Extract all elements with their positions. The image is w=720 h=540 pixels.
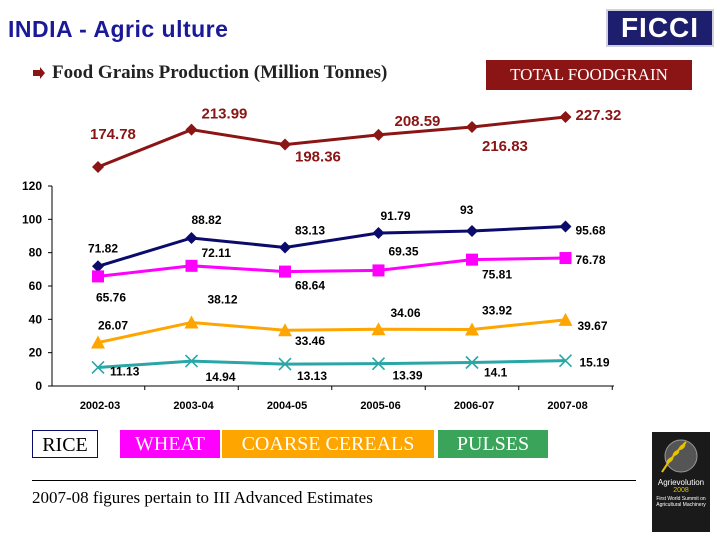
y-tick-label: 40 [29,312,43,326]
rice-data-label: 83.13 [295,223,325,237]
total-foodgrain-data-label: 227.32 [576,107,622,124]
coarse-cereals-point [278,323,292,337]
rice-data-label: 88.82 [192,213,222,227]
total-foodgrain-data-label: 174.78 [90,126,136,143]
wheat-line [97,256,566,278]
coarse-cereals-data-label: 33.46 [295,334,325,348]
total-foodgrain-point [92,161,104,173]
rice-point [92,260,104,273]
x-tick-label: 2007-08 [547,400,587,412]
total-foodgrain-data-label: 198.36 [295,149,341,166]
pulses-data-label: 13.39 [393,369,423,383]
total-foodgrain-data-label: 216.83 [482,138,528,155]
chart-subtitle: Food Grains Production (Million Tonnes) [52,62,388,83]
legend-wheat: WHEAT [120,430,220,458]
badge-year: 2008 [673,487,689,494]
pulses-point [91,360,105,375]
footnote: 2007-08 figures pertain to III Advanced … [32,488,373,507]
x-tick-label: 2002-03 [80,400,120,412]
pulses-data-label: 14.1 [484,366,508,380]
ficci-logo: FICCI [606,9,714,47]
pulses-point [465,355,479,370]
total-foodgrain-data-label: 213.99 [202,106,248,123]
total-foodgrain-line [97,115,566,169]
coarse-cereals-point [371,322,386,336]
total-foodgrain-point [559,111,572,123]
badge-name: Agrievolution [657,478,705,487]
wheat-data-label: 75.81 [482,268,512,282]
pulses-point [558,354,573,368]
x-tick-label: 2006-07 [454,400,494,412]
coarse-cereals-point [184,315,199,329]
total-foodgrain-label: TOTAL FOODGRAIN [486,60,692,90]
arrow-bullet-icon [33,67,45,79]
x-tick-label: 2004-05 [267,400,307,412]
rice-data-label: 91.79 [381,209,411,223]
pulses-data-label: 14.94 [206,370,236,384]
foodgrain-chart: 174.78 213.99 198.36 208.59 216.83 227.32 0 20 4… [22,106,622,412]
coarse-cereals-data-label: 38.12 [208,292,238,306]
wheat-point [92,270,104,283]
wheat-point [279,265,291,278]
y-tick-label: 60 [29,279,43,293]
wheat-point [185,259,198,272]
coarse-cereals-data-label: 39.67 [578,319,608,333]
rice-point [372,227,385,240]
wheat-data-label: 65.76 [96,290,126,304]
wheat-data-label: 68.64 [295,279,325,293]
pulses-data-label: 13.13 [297,369,327,383]
coarse-cereals-data-label: 34.06 [391,306,421,320]
rice-data-label: 95.68 [576,224,606,238]
rice-data-label: 71.82 [88,241,118,255]
rice-data-label: 93 [460,203,474,217]
wheat-data-label: 76.78 [576,253,606,267]
y-tick-label: 20 [29,346,43,360]
rice-point [466,225,478,237]
legend-coarse-cereals: COARSE CEREALS [222,430,434,458]
rice-point [279,241,291,254]
coarse-cereals-line [97,318,566,345]
pulses-point [371,357,386,371]
y-tick-label: 0 [35,379,42,393]
wheat-point [466,253,478,266]
legend-rice: RICE [32,430,98,458]
coarse-cereals-data-label: 33.92 [482,303,512,317]
coarse-cereals-point [465,322,479,336]
wheat-point [559,252,572,265]
rice-point [559,220,572,233]
coarse-cereals-point [91,335,105,349]
pulses-data-label: 15.19 [580,356,610,370]
pulses-data-label: 11.13 [110,364,140,378]
rice-line [97,225,566,268]
y-tick-label: 100 [22,212,42,226]
page-title: INDIA - Agric ulture [8,16,229,42]
wheat-data-label: 72.11 [202,246,232,260]
rice-point [185,231,198,244]
y-tick-label: 120 [22,179,42,193]
wheat-point [372,264,385,277]
x-tick-label: 2005-06 [360,400,400,412]
divider [32,480,636,481]
coarse-cereals-point [558,312,573,326]
y-tick-label: 80 [29,246,43,260]
pulses-point [278,357,292,371]
wheat-globe-icon [661,439,698,473]
total-foodgrain-point [185,123,198,136]
wheat-data-label: 69.35 [389,244,419,258]
pulses-line [97,359,566,369]
badge-tagline: First World Summit on Agricultural Machi… [656,496,706,508]
pulses-point [184,354,199,368]
coarse-cereals-data-label: 26.07 [98,319,128,333]
total-foodgrain-data-label: 208.59 [395,113,441,130]
total-foodgrain-point [372,128,385,141]
legend-pulses: PULSES [438,430,548,458]
total-foodgrain-point [279,138,291,151]
agrievolution-badge: Agrievolution 2008 First World Summit on… [652,432,710,532]
x-tick-label: 2003-04 [173,400,214,412]
total-foodgrain-point [466,120,478,133]
